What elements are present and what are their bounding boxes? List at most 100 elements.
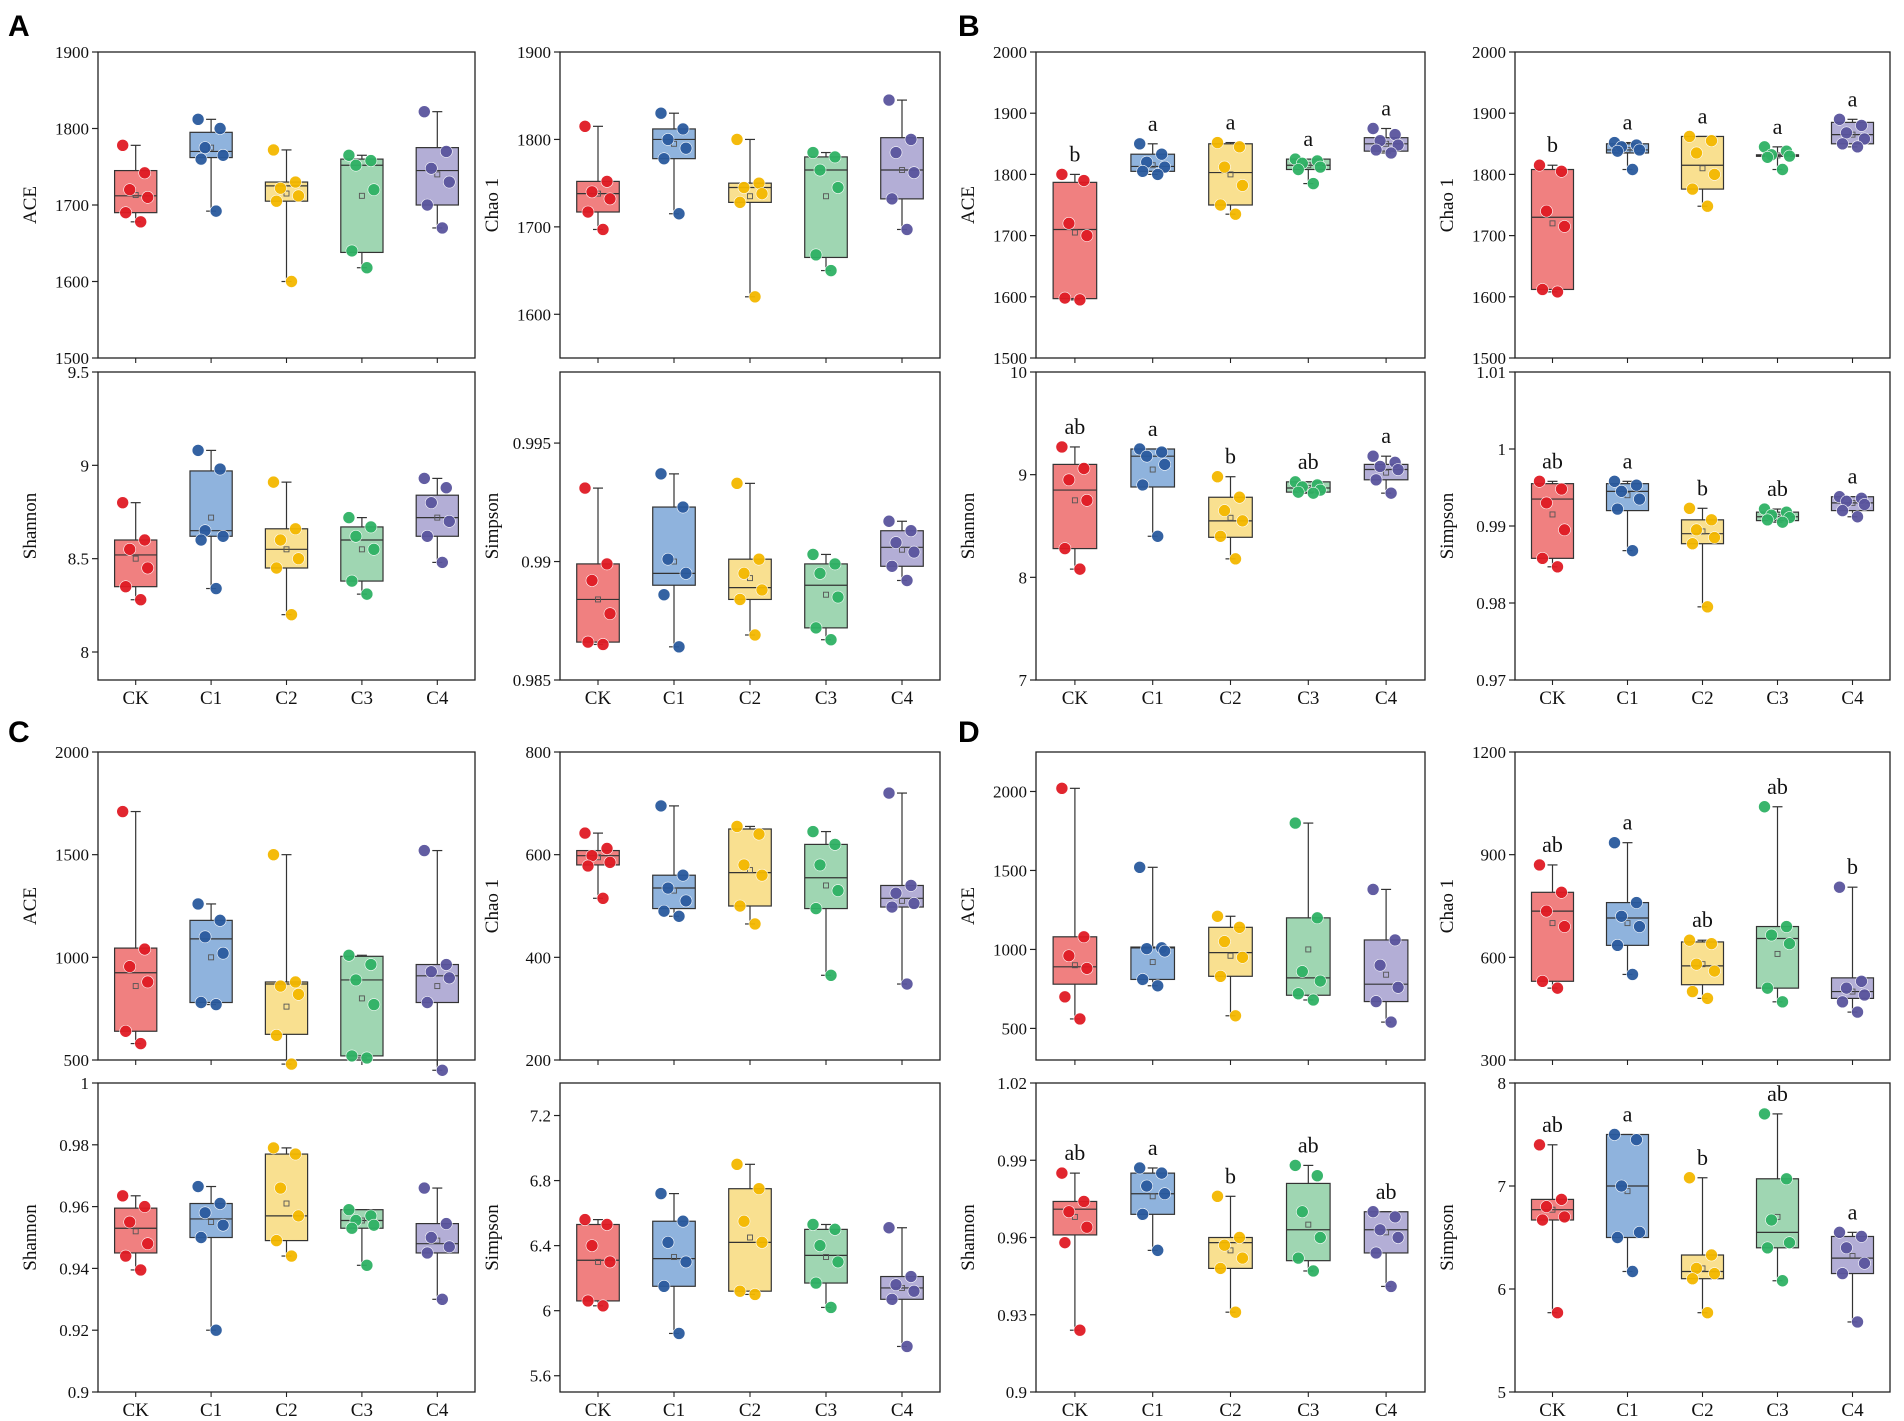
data-point-C2	[1211, 470, 1224, 484]
subplot-C-shannon: 0.9 0.92 0.94 0.96 0.98 1 Shannon CK C1 C2 C3 C4	[20, 1074, 476, 1421]
box-CK	[1530, 483, 1575, 559]
data-point-C2	[1214, 529, 1227, 543]
data-point-C3	[1292, 987, 1305, 1000]
y-axis-label: Shannon	[958, 492, 979, 559]
significance-label: a	[1623, 810, 1633, 835]
data-point-C4	[1369, 995, 1383, 1008]
data-point-C4	[1391, 463, 1405, 476]
significance-label: a	[1148, 1135, 1158, 1160]
mean-marker	[434, 514, 441, 521]
data-point-C1	[1608, 836, 1621, 849]
data-point-C4	[1836, 137, 1849, 151]
box-C2	[264, 1153, 309, 1242]
data-point-C2	[1233, 921, 1246, 934]
data-point-C3	[1289, 816, 1302, 830]
data-point-C4	[1855, 119, 1868, 132]
data-point-C1	[1155, 147, 1168, 161]
data-point-CK	[134, 1037, 147, 1050]
data-point-C2	[1705, 1248, 1718, 1262]
data-point-C1	[1626, 1265, 1639, 1278]
box-C1	[652, 1220, 696, 1287]
data-point-C2	[285, 1057, 298, 1071]
box-C4	[880, 530, 924, 567]
y-tick-label: 0.9	[68, 1383, 89, 1402]
data-point-C1	[1140, 449, 1153, 463]
data-point-C2	[730, 133, 744, 146]
x-category-label: C4	[426, 688, 449, 709]
data-point-C4	[1855, 1230, 1868, 1243]
y-axis-label: ACE	[20, 887, 41, 925]
subplot-D-chao1: 300 600 900 1200 Chao 1 ab a ab ab b	[1437, 743, 1891, 1070]
data-point-C2	[267, 1141, 280, 1155]
data-point-C1	[1133, 861, 1146, 874]
data-point-C4	[1836, 995, 1849, 1009]
data-point-CK	[119, 1249, 132, 1263]
box-CK	[1530, 891, 1575, 982]
data-point-C3	[1311, 911, 1324, 925]
data-point-C4	[1384, 486, 1398, 500]
data-point-CK	[116, 496, 129, 509]
y-tick-label: 1600	[993, 288, 1027, 307]
data-point-CK	[1055, 1166, 1069, 1180]
data-point-C3	[1296, 1205, 1309, 1219]
data-point-C2	[733, 196, 747, 209]
data-point-C3	[813, 858, 827, 872]
data-point-C3	[828, 1223, 842, 1236]
data-point-C1	[679, 141, 693, 155]
significance-label: ab	[1692, 907, 1713, 932]
y-axis-label: Simpson	[1437, 492, 1458, 559]
data-point-C2	[1701, 1306, 1714, 1319]
y-tick-label: 1800	[1472, 165, 1506, 184]
y-tick-label: 10	[1010, 363, 1027, 382]
data-point-CK	[119, 1024, 132, 1038]
subplot-C-simpson: 5.6 6 6.4 6.8 7.2 Simpson CK C1 C2 C3 C4	[482, 1082, 941, 1421]
x-category-label: C4	[891, 688, 914, 709]
data-point-C1	[1151, 529, 1164, 543]
data-point-C1	[657, 904, 671, 918]
data-point-CK	[600, 842, 614, 855]
significance-label: ab	[1542, 448, 1563, 473]
data-point-C3	[813, 567, 827, 580]
subplot-B-shannon: 7 8 9 10 Shannon ab CK a C1 b C2 ab C3 a C4	[958, 363, 1426, 709]
data-point-C1	[1136, 973, 1149, 986]
data-point-C2	[1683, 933, 1696, 947]
y-tick-label: 7	[1019, 671, 1028, 690]
data-point-C4	[1858, 498, 1871, 511]
mean-marker	[671, 1254, 677, 1260]
y-tick-label: 1500	[993, 861, 1027, 880]
mean-marker	[358, 995, 365, 1002]
data-point-C1	[191, 1180, 205, 1193]
data-point-C3	[831, 181, 845, 194]
data-point-CK	[1551, 1306, 1564, 1319]
data-point-C3	[1776, 995, 1789, 1009]
data-point-C2	[733, 593, 747, 606]
data-point-C2	[1229, 207, 1242, 221]
data-point-CK	[1073, 1012, 1087, 1026]
data-point-C2	[1705, 134, 1718, 148]
data-point-C3	[342, 948, 356, 962]
data-point-C2	[1218, 1238, 1231, 1252]
mean-marker	[747, 1234, 753, 1241]
mean-marker	[1071, 229, 1078, 236]
mean-marker	[899, 897, 905, 904]
data-point-C1	[1136, 1208, 1149, 1221]
significance-label: a	[1381, 423, 1391, 448]
y-tick-label: 400	[526, 948, 552, 967]
data-point-C3	[824, 633, 838, 647]
data-point-C3	[360, 1051, 374, 1065]
data-point-C4	[900, 223, 914, 236]
data-point-C2	[274, 533, 287, 547]
data-point-CK	[600, 175, 614, 188]
data-point-C4	[1373, 1223, 1387, 1237]
data-point-C3	[1758, 800, 1771, 814]
data-point-C4	[1858, 988, 1871, 1002]
data-point-CK	[138, 942, 151, 956]
significance-label: b	[1697, 1145, 1708, 1170]
data-point-C2	[755, 868, 769, 882]
data-point-C1	[1633, 1226, 1646, 1239]
data-point-C4	[424, 965, 438, 979]
data-point-CK	[123, 960, 136, 973]
data-point-C3	[1296, 965, 1309, 978]
significance-label: b	[1069, 141, 1080, 166]
significance-label: ab	[1298, 1132, 1319, 1157]
